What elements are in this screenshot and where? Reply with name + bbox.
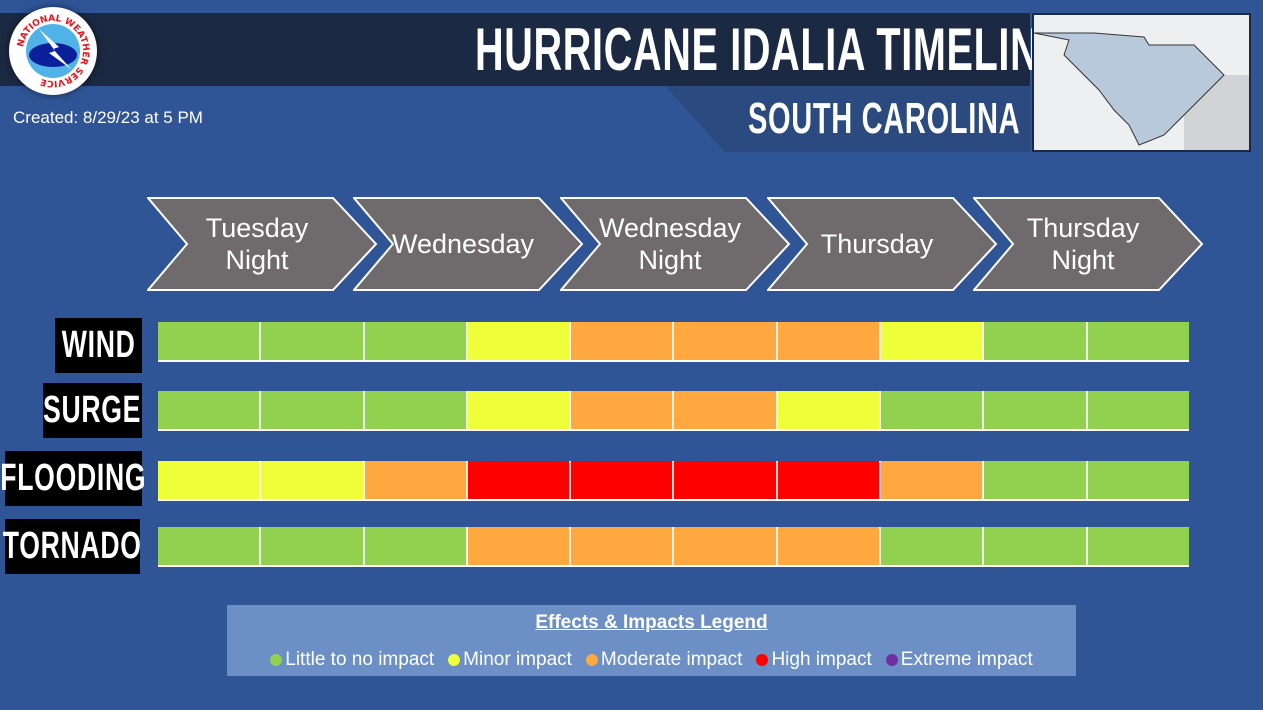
impact-cell <box>984 391 1088 429</box>
impact-cell <box>158 527 262 565</box>
chevron-shape <box>560 197 791 291</box>
impact-cell <box>777 322 882 360</box>
legend-label: High impact <box>771 649 872 670</box>
period-label: Wednesday Night <box>598 213 742 275</box>
period-chevron: Wednesday <box>353 197 584 291</box>
impact-cell <box>364 527 468 565</box>
impact-cell <box>158 391 262 429</box>
impact-cell <box>1087 322 1189 360</box>
impact-cell <box>777 391 882 429</box>
legend-label: Extreme impact <box>900 649 1033 670</box>
impact-cell <box>571 391 675 429</box>
legend: Effects & Impacts Legend Little to no im… <box>227 605 1076 676</box>
impact-cell <box>467 322 572 360</box>
legend-title: Effects & Impacts Legend <box>535 612 768 633</box>
legend-label: Moderate impact <box>600 649 743 670</box>
legend-item: Extreme impact <box>885 649 1033 671</box>
chevron-shape <box>973 197 1204 291</box>
impact-cell <box>1087 391 1189 429</box>
page-subtitle: SOUTH CAROLINA <box>748 94 1021 143</box>
impact-cell <box>261 391 365 429</box>
impact-cell <box>1087 527 1189 565</box>
chevron-shape <box>147 197 378 291</box>
legend-dot-icon <box>756 654 769 666</box>
row-label-text: SURGE <box>43 389 142 431</box>
legend-dot-icon <box>270 654 283 666</box>
period-chevron: Wednesday Night <box>560 197 791 291</box>
legend-item: Little to no impact <box>270 649 434 671</box>
impact-cell <box>261 461 365 499</box>
impact-cell <box>674 322 778 360</box>
impact-cell <box>984 322 1088 360</box>
legend-item: High impact <box>756 649 872 671</box>
chevron-shape <box>767 197 998 291</box>
impact-cell <box>674 527 778 565</box>
header-bar <box>0 13 1030 86</box>
row-label-text: TORNADO <box>3 525 142 567</box>
nws-logo: NATIONAL WEATHER SERVICE <box>9 7 97 95</box>
row-label-tornado: TORNADO <box>3 519 142 574</box>
impact-cell <box>261 527 365 565</box>
period-label: Thursday <box>820 229 934 259</box>
impact-cell <box>571 527 675 565</box>
impact-row-wind <box>158 322 1189 362</box>
impact-cell <box>881 391 985 429</box>
impact-cell <box>261 322 365 360</box>
impact-cell <box>364 391 468 429</box>
impact-cell <box>1087 461 1189 499</box>
legend-dot-icon <box>885 654 898 666</box>
impact-cell <box>984 527 1088 565</box>
legend-label: Little to no impact <box>285 649 435 670</box>
impact-cell <box>571 461 675 499</box>
row-label-flooding: FLOODING <box>1 451 146 506</box>
impact-cell <box>881 461 985 499</box>
period-label: Thursday Night <box>1026 213 1140 275</box>
period-chevron: Thursday <box>767 197 998 291</box>
impact-cell <box>158 322 262 360</box>
period-label: Tuesday Night <box>205 213 309 275</box>
period-chevron: Thursday Night <box>973 197 1204 291</box>
subtitle-banner <box>665 86 1030 152</box>
impact-cell <box>364 322 468 360</box>
impact-cell <box>158 461 262 499</box>
impact-cell <box>881 527 985 565</box>
row-label-surge: SURGE <box>43 383 142 438</box>
impact-cell <box>674 391 778 429</box>
impact-cell <box>881 322 985 360</box>
impact-cell <box>777 461 882 499</box>
impact-cell <box>467 527 572 565</box>
impact-row-flooding <box>158 461 1189 501</box>
row-label-text: FLOODING <box>0 457 147 499</box>
impact-cell <box>467 391 572 429</box>
legend-dot-icon <box>448 654 461 666</box>
impact-cell <box>364 461 468 499</box>
impact-cell <box>674 461 778 499</box>
legend-dot-icon <box>585 654 598 666</box>
legend-item: Minor impact <box>448 649 572 671</box>
impact-cell <box>984 461 1088 499</box>
page-title: HURRICANE IDALIA TIMELINE <box>475 16 1067 83</box>
impact-row-surge <box>158 391 1189 431</box>
row-label-wind: WIND <box>55 318 142 373</box>
period-label: Wednesday <box>391 229 535 259</box>
impact-cell <box>467 461 572 499</box>
period-chevron: Tuesday Night <box>147 197 378 291</box>
impact-cell <box>571 322 675 360</box>
legend-label: Minor impact <box>463 649 572 670</box>
impact-cell <box>777 527 882 565</box>
legend-item: Moderate impact <box>585 649 743 671</box>
created-date: Created: 8/29/23 at 5 PM <box>13 108 203 127</box>
south-carolina-map <box>1032 13 1251 152</box>
row-label-text: WIND <box>61 324 136 366</box>
chevron-shape <box>353 197 584 291</box>
impact-row-tornado <box>158 527 1189 567</box>
